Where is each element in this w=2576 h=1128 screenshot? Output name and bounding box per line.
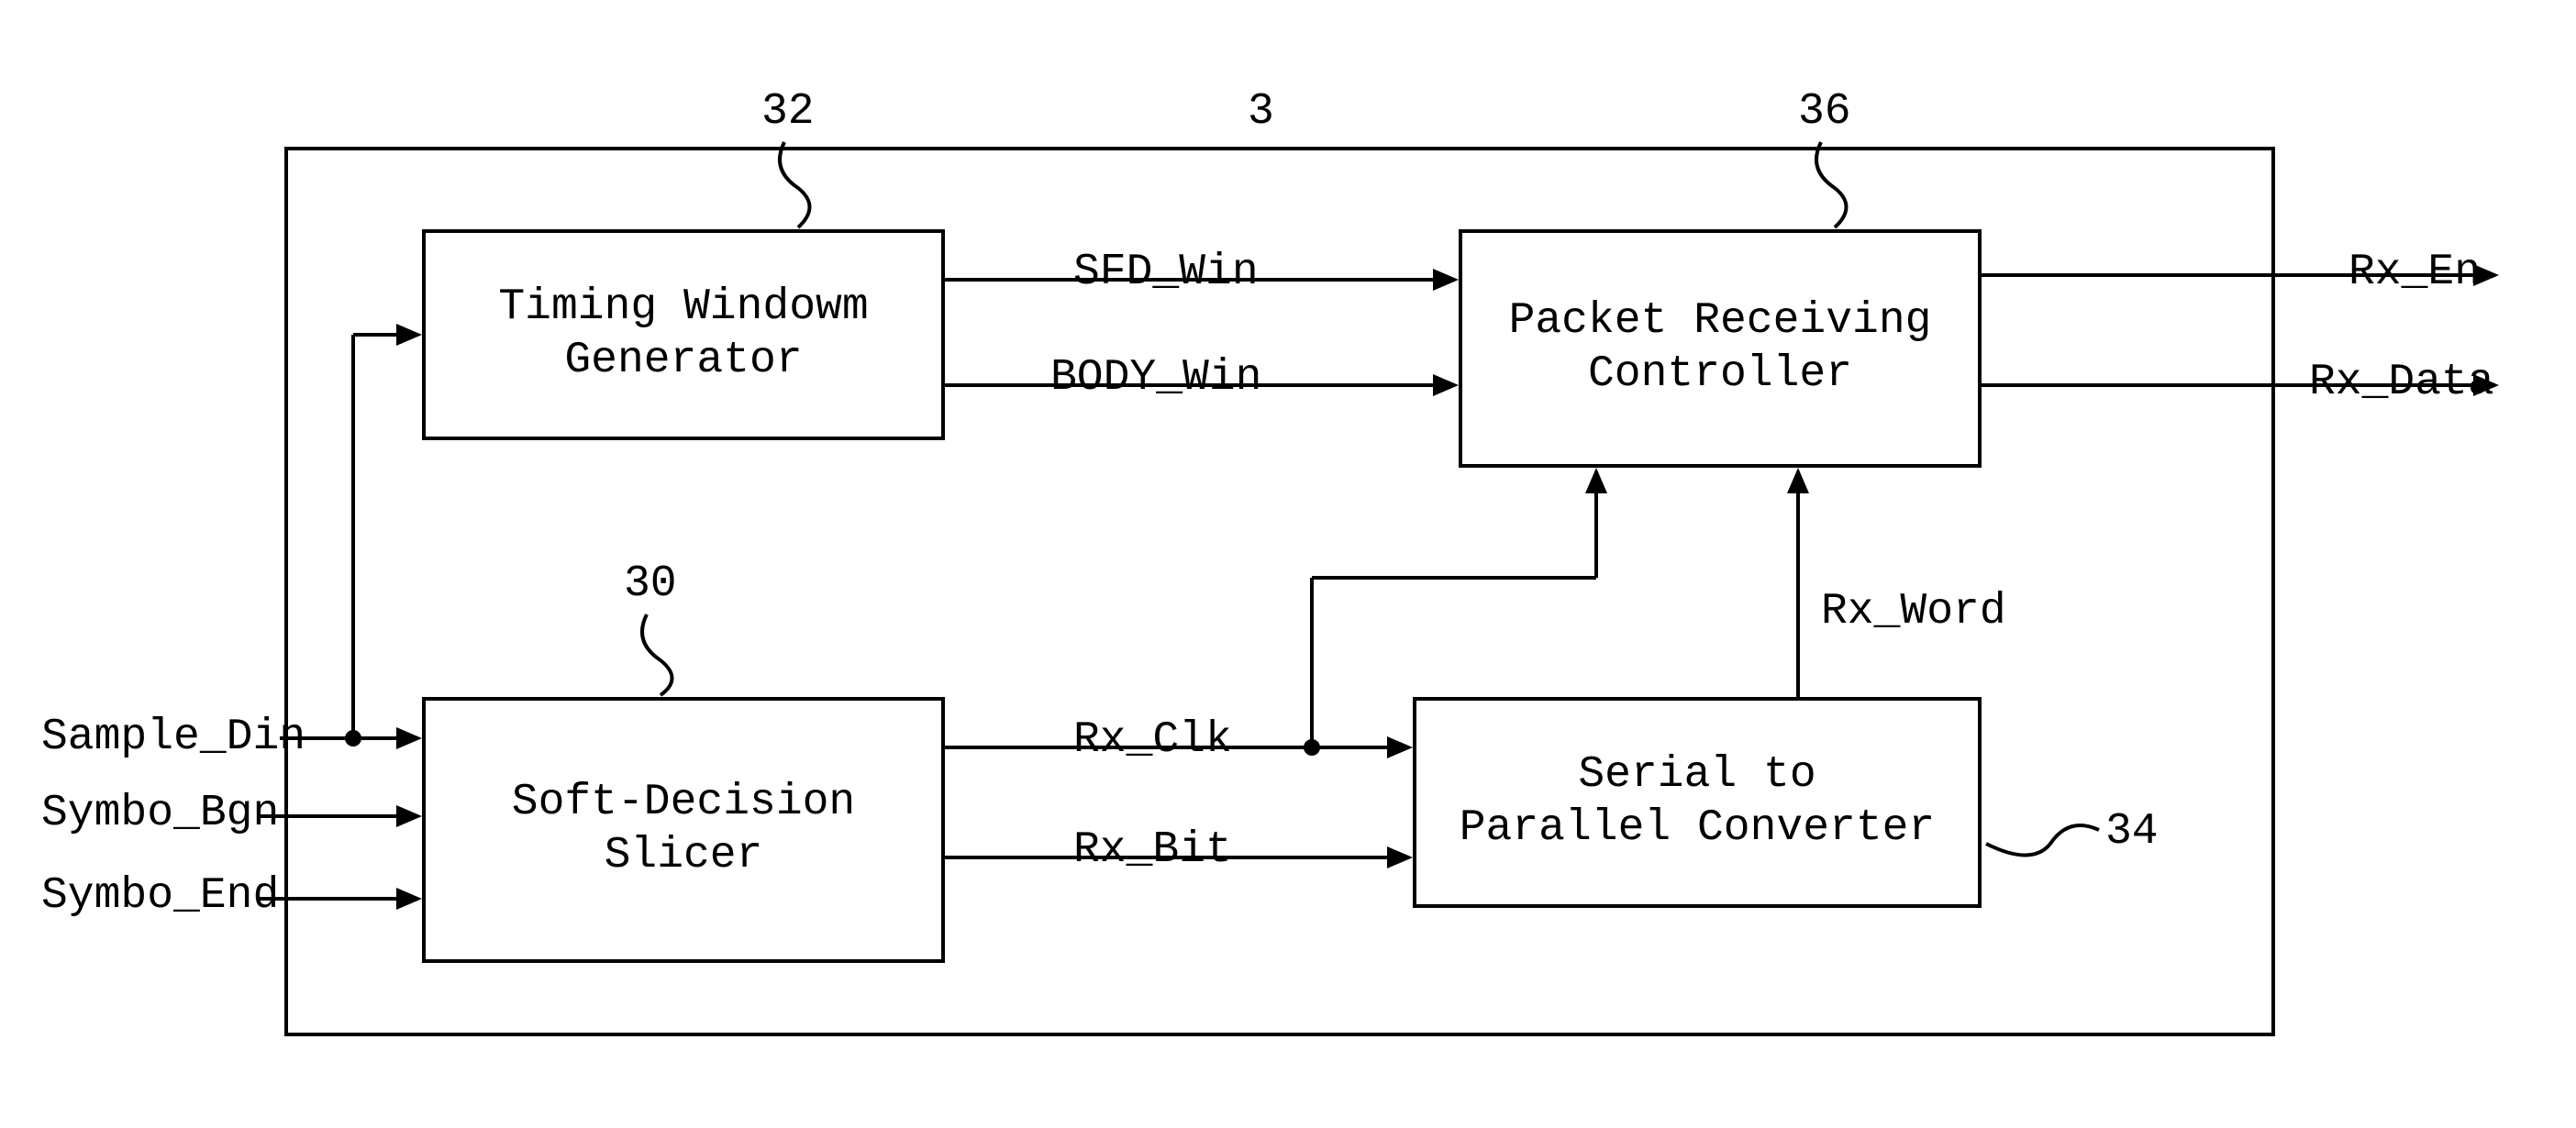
squiggle-32 <box>780 142 810 227</box>
squiggle-34 <box>1986 825 2099 856</box>
squiggle-36 <box>1816 142 1847 227</box>
squiggle-30 <box>642 614 672 695</box>
block-diagram: Timing Windowm Generator Soft-Decision S… <box>37 37 2532 1091</box>
junction-dot-rx-clk <box>1304 739 1320 756</box>
diagram-arrows <box>37 37 2532 1091</box>
junction-dot-sample-din <box>345 730 361 746</box>
